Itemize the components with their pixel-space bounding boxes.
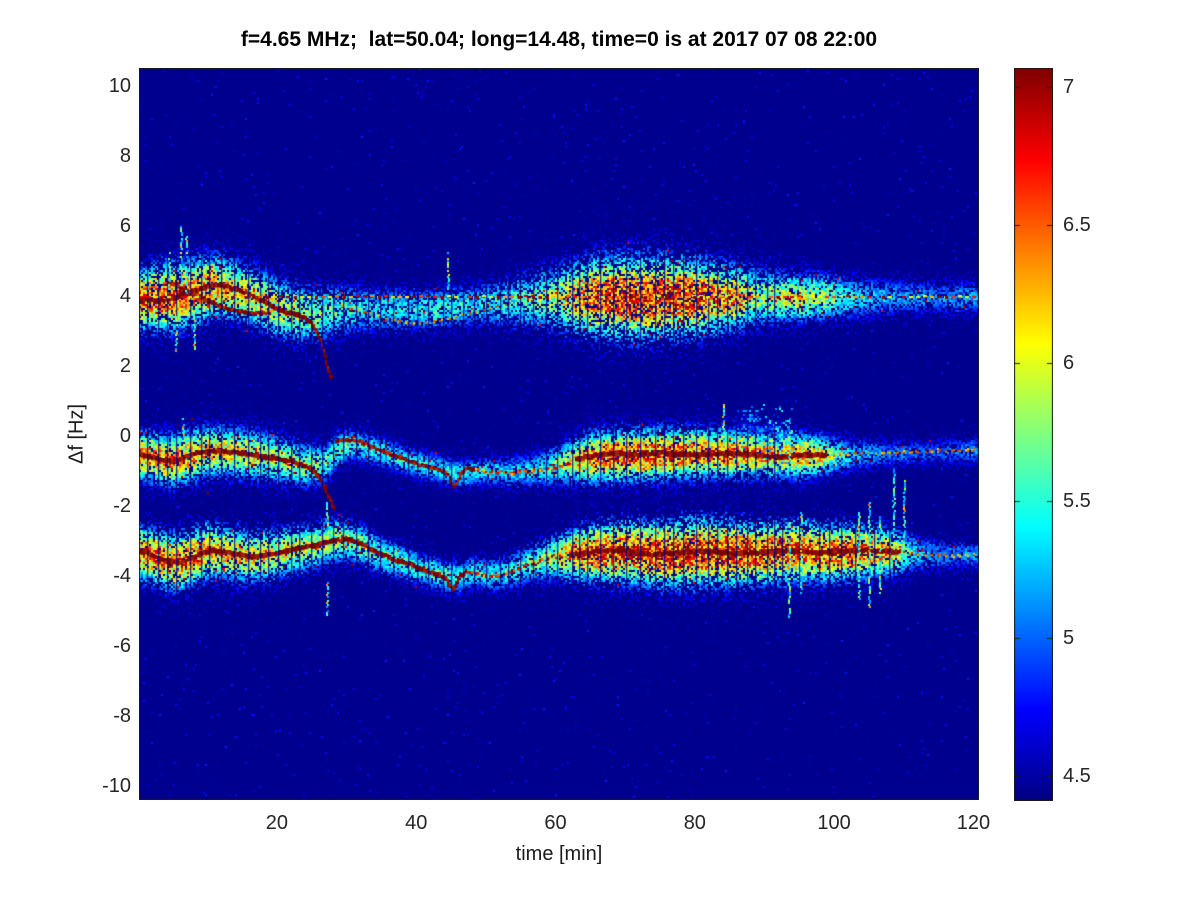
- y-tick-label: -4: [113, 564, 131, 587]
- y-tick-label: -2: [113, 494, 131, 517]
- y-tick-label: 2: [119, 354, 131, 377]
- y-tick-label: 0: [119, 424, 131, 447]
- y-tick-label: 6: [119, 214, 131, 237]
- x-tick-label: 40: [405, 812, 428, 834]
- x-tick-label: 80: [683, 812, 706, 834]
- chart-title: f=4.65 MHz; lat=50.04; long=14.48, time=…: [240, 28, 878, 51]
- colorbar: [1014, 68, 1053, 801]
- colorbar-tick-label: 4.5: [1063, 765, 1091, 788]
- y-tick-label: 4: [119, 284, 131, 307]
- colorbar-tick-label: 6: [1063, 351, 1075, 374]
- spectrogram-canvas: [139, 68, 979, 800]
- x-tick-label: 60: [544, 812, 567, 834]
- y-tick-label: -6: [113, 634, 131, 657]
- x-tick-label: 100: [817, 812, 851, 834]
- colorbar-tick-label: 5.5: [1063, 489, 1091, 512]
- plot-area: [139, 68, 979, 800]
- y-tick-label: 10: [108, 74, 131, 97]
- colorbar-tick-label: 5: [1063, 627, 1075, 650]
- colorbar-tick-label: 7: [1063, 76, 1075, 99]
- x-tick-label: 20: [265, 812, 289, 834]
- x-tick-label: 120: [956, 812, 991, 834]
- colorbar-tick-label: 6.5: [1063, 214, 1091, 237]
- y-tick-label: -8: [113, 704, 131, 727]
- y-tick-label: -10: [102, 774, 131, 797]
- colorbar-canvas: [1014, 68, 1053, 801]
- y-tick-label: 8: [119, 144, 131, 167]
- x-axis-label: time [min]: [515, 843, 603, 865]
